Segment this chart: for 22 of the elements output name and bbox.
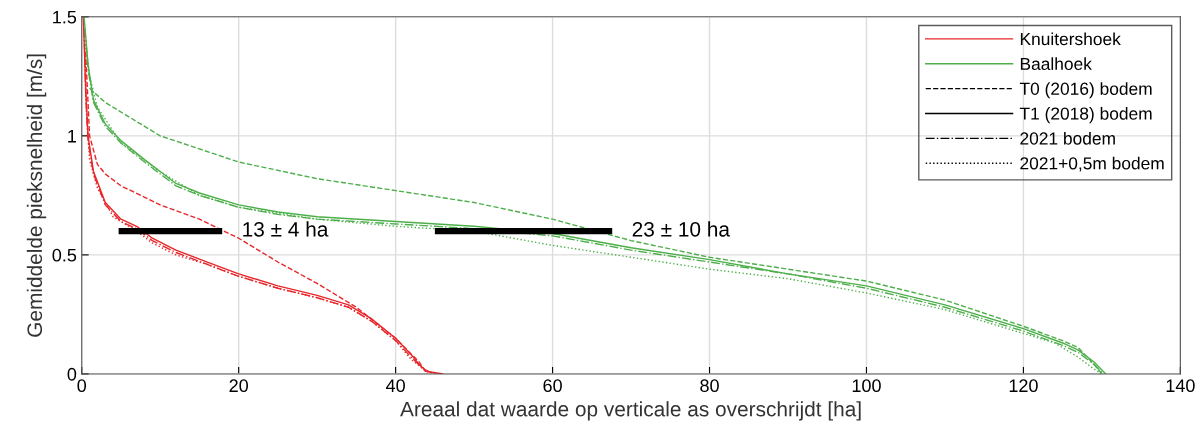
x-tick-label: 100	[852, 379, 881, 393]
legend-label: 2021+0,5m bodem	[1020, 156, 1164, 172]
legend-label: 2021 bodem	[1020, 131, 1115, 145]
legend-label: T0 (2016) bodem	[1019, 82, 1152, 99]
x-tick-label: 120	[1009, 379, 1038, 393]
x-tick-label: 60	[543, 379, 562, 393]
x-tick-label: 40	[386, 379, 405, 393]
y-tick-label: 0.5	[52, 248, 77, 262]
legend-label: T1 (2018) bodem	[1019, 107, 1152, 124]
x-tick-label: 0	[77, 379, 87, 393]
annotation: 23 ± 10 ha	[632, 221, 730, 237]
annotation: 13 ± 4 ha	[243, 221, 329, 237]
legend-label: Knuitershoek	[1020, 32, 1121, 46]
legend-label: Baalhoek	[1020, 57, 1092, 71]
x-tick-label: 140	[1166, 379, 1195, 393]
y-axis-title: Gemiddelde pieksnelheid [m/s]	[26, 54, 47, 337]
y-tick-label: 1.5	[53, 10, 77, 24]
y-tick-label: 1	[68, 129, 76, 143]
x-tick-label: 20	[229, 379, 249, 393]
y-tick-label: 0	[67, 367, 77, 381]
x-axis-title: Areaal dat waarde op verticale as overschrijdt [ha]	[400, 401, 861, 421]
x-tick-label: 80	[700, 379, 719, 393]
